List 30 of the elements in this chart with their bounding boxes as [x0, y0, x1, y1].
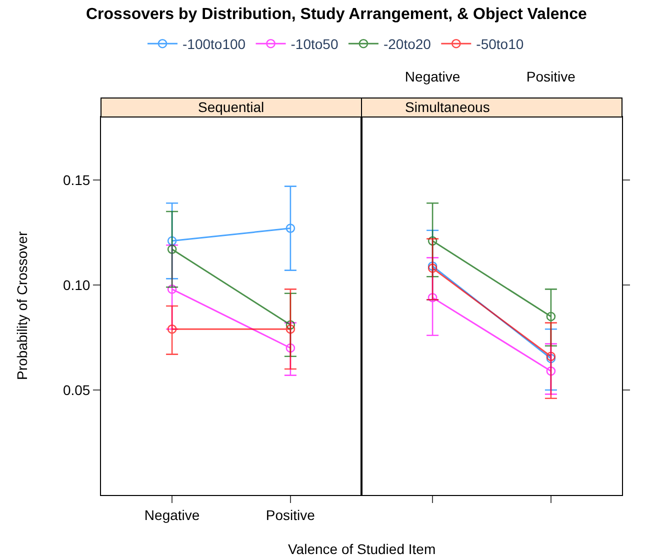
point [167, 324, 177, 334]
point [428, 261, 438, 271]
point [546, 366, 556, 376]
chart-subtitle: Sequential [198, 99, 264, 115]
point [167, 236, 177, 246]
point [286, 224, 296, 233]
x-tick-label: Positive [526, 68, 576, 84]
y-tick-label: 0.10 [62, 276, 90, 293]
point [167, 284, 177, 294]
x-tick-label: Positive [266, 506, 316, 523]
point [286, 324, 296, 334]
y-axis-title: Probability of Crossover [14, 231, 30, 380]
legend-label: -10to50 [290, 36, 338, 52]
point [167, 244, 177, 254]
point [428, 264, 438, 273]
x-axis-title: Valence of Studied Item [288, 541, 436, 557]
point [428, 236, 438, 246]
legend-label: -50to10 [476, 36, 524, 52]
legend-label: -100to100 [182, 36, 246, 52]
y-tick-label: 0.15 [62, 172, 90, 188]
chart-title: Crossovers by Distribution, Study Arrangement, & Object Valence [86, 6, 587, 23]
point [286, 320, 296, 330]
x-tick-label: Negative [404, 68, 460, 84]
point [428, 292, 438, 302]
chart-subtitle: Simultaneous [405, 99, 490, 115]
legend-label: -20to20 [383, 36, 432, 52]
point [546, 312, 556, 322]
y-tick-label: 0.05 [62, 382, 90, 398]
point [286, 343, 296, 353]
x-tick-label: Negative [144, 506, 200, 523]
